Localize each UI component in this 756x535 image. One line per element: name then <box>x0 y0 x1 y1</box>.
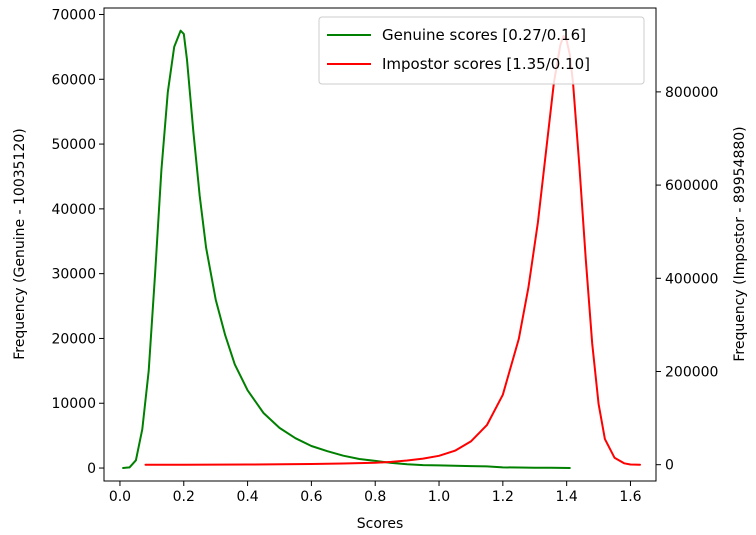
x-tick-label: 1.0 <box>428 489 450 505</box>
legend: Genuine scores [0.27/0.16] Impostor scor… <box>318 16 645 85</box>
y-tick-label-left: 60000 <box>51 72 96 88</box>
x-tick-label: 0.8 <box>364 489 386 505</box>
y-tick-label-right: 400000 <box>665 271 718 287</box>
y-tick-label-right: 600000 <box>665 178 718 194</box>
x-tick-label: 1.2 <box>492 489 514 505</box>
legend-label-impostor: Impostor scores [1.35/0.10] <box>382 55 590 73</box>
x-tick-label: 1.6 <box>619 489 641 505</box>
y-tick-label-right: 200000 <box>665 364 718 380</box>
x-tick-label: 1.4 <box>556 489 578 505</box>
ticks-layer: 0.0 0.2 0.4 0.6 0.8 1.0 1.2 1.4 1.6 0 10000 20000 30… <box>51 7 718 505</box>
y-axis-label-right: Frequency (Impostor - 89954880) <box>732 126 748 361</box>
x-axis-label: Scores <box>357 516 404 532</box>
y-axis-label-left: Frequency (Genuine - 10035120) <box>12 128 28 360</box>
x-tick-label: 0.2 <box>173 489 195 505</box>
series-line-genuine <box>122 29 571 469</box>
series-line-impostor <box>144 35 641 466</box>
y-tick-label-left: 20000 <box>51 331 96 347</box>
plot-frame <box>103 7 657 482</box>
x-tick-label: 0.0 <box>109 489 131 505</box>
y-tick-label-left: 0 <box>87 461 96 477</box>
y-tick-label-left: 10000 <box>51 396 96 412</box>
y-tick-label-left: 40000 <box>51 202 96 218</box>
x-tick-label: 0.6 <box>300 489 322 505</box>
y-tick-label-left: 70000 <box>51 7 96 23</box>
series-layer <box>122 29 641 469</box>
y-tick-label-right: 0 <box>665 458 674 474</box>
y-tick-label-left: 30000 <box>51 267 96 283</box>
x-tick-label: 0.4 <box>236 489 258 505</box>
legend-box <box>318 16 645 85</box>
y-tick-label-left: 50000 <box>51 137 96 153</box>
legend-label-genuine: Genuine scores [0.27/0.16] <box>382 26 586 44</box>
y-tick-label-right: 800000 <box>665 85 718 101</box>
